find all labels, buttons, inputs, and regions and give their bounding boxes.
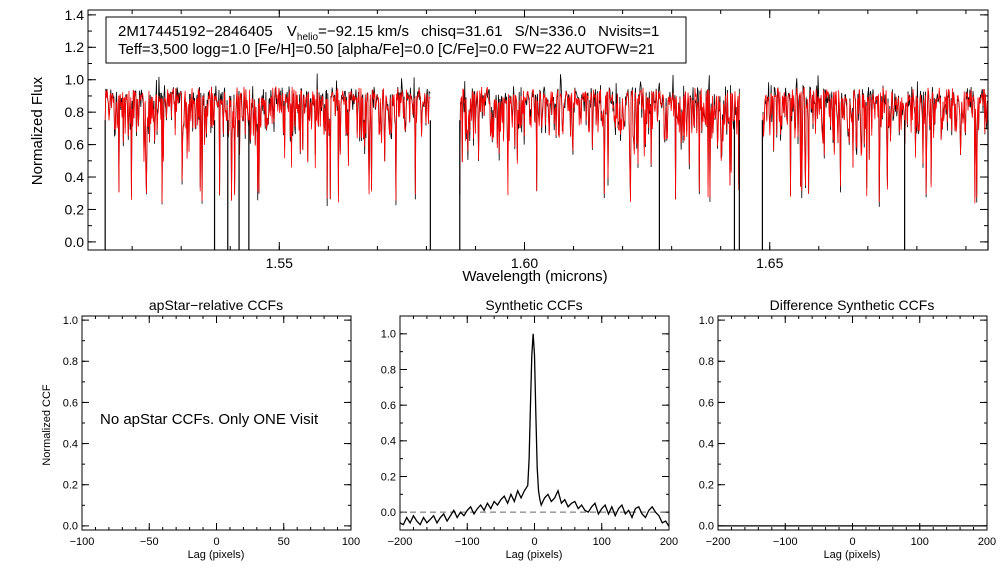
- apstar-ccf-message: No apStar CCFs. Only ONE Visit: [100, 411, 319, 428]
- x-tick-label: 1.60: [511, 255, 538, 271]
- y-tick-label: 0.2: [381, 471, 396, 483]
- y-tick-label: 0.4: [381, 436, 396, 448]
- difference-ccf-panel: Difference Synthetic CCFs Lag (pixels) −…: [699, 297, 996, 561]
- difference-ccf-ticks: −200 −100 0 100 200 0.0 0.2 0.4 0.6 0.8 1.0: [699, 315, 996, 548]
- spectrum-ylabel: Normalized Flux: [29, 76, 46, 185]
- apstar-ccf-frame: [81, 315, 352, 531]
- x-tick-label: 100: [593, 536, 611, 548]
- x-tick-label: 200: [660, 536, 678, 548]
- y-tick-label: 0.0: [65, 234, 85, 250]
- y-tick-label: 0.4: [63, 438, 78, 450]
- synthetic-spectrum-line: [761, 87, 989, 204]
- info-chisq: chisq=31.61: [421, 23, 502, 40]
- y-tick-label: 0.8: [699, 356, 714, 368]
- synthetic-ccf-xlabel: Lag (pixels): [506, 549, 563, 561]
- info-vhelio-sub: helio: [297, 32, 319, 43]
- synthetic-ccf-title: Synthetic CCFs: [485, 297, 582, 313]
- x-tick-label: 0: [849, 536, 855, 548]
- spectrum-plot-frame: [87, 9, 989, 251]
- info-nvisits: Nvisits=1: [598, 23, 659, 40]
- info-line-1: 2M17445192−2846405 Vhelio=−92.15 km/s ch…: [118, 23, 659, 43]
- y-tick-label: 1.0: [65, 72, 85, 88]
- y-tick-label: 0.6: [699, 397, 714, 409]
- spectrum-ticks: 1.55 1.60 1.65 0.0 0.2 0.4 0.6 0.8 1.0 1.2 1.4: [65, 7, 988, 271]
- x-tick-label: 1.65: [756, 255, 783, 271]
- synthetic-ccf-series: [399, 333, 670, 527]
- y-tick-label: 0.8: [65, 104, 85, 120]
- difference-ccf-xlabel: Lag (pixels): [824, 549, 881, 561]
- info-vhelio-value: =−92.15 km/s: [318, 23, 409, 40]
- y-tick-label: 0.2: [63, 480, 78, 492]
- synthetic-spectrum-line: [104, 86, 431, 203]
- apstar-ccf-ticks: −100 −50 0 50 100 0.0 0.2 0.4 0.6 0.8 1.0: [63, 315, 360, 548]
- y-tick-label: 1.4: [65, 7, 85, 23]
- x-tick-label: −100: [773, 536, 798, 548]
- y-tick-label: 0.4: [65, 169, 85, 185]
- x-tick-label: −50: [140, 536, 159, 548]
- info-star-id: 2M17445192−2846405: [118, 23, 273, 40]
- x-tick-label: −200: [388, 536, 413, 548]
- synthetic-ccf-frame: [399, 315, 670, 531]
- y-tick-label: 0.6: [65, 136, 85, 152]
- difference-ccf-frame: [717, 315, 988, 531]
- x-tick-label: 100: [342, 536, 360, 548]
- y-tick-label: 0.6: [63, 397, 78, 409]
- y-tick-label: 1.0: [381, 329, 396, 341]
- x-tick-label: 200: [978, 536, 996, 548]
- x-tick-label: 1.55: [266, 255, 293, 271]
- info-sn: S/N=336.0: [515, 23, 586, 40]
- x-tick-label: 50: [278, 536, 290, 548]
- y-tick-label: 1.0: [63, 315, 78, 327]
- info-line-2: Teff=3,500 logg=1.0 [Fe/H]=0.50 [alpha/F…: [118, 41, 655, 58]
- observed-spectrum-line: [459, 74, 740, 202]
- synthetic-spectrum-line: [459, 86, 740, 202]
- synthetic-ccf-panel: Synthetic CCFs Lag (pixels) −200 −100 0 100…: [381, 297, 678, 561]
- apstar-ccf-xlabel: Lag (pixels): [188, 549, 245, 561]
- synthetic-ccf-line: [399, 333, 670, 527]
- x-tick-label: 100: [911, 536, 929, 548]
- x-tick-label: 0: [213, 536, 219, 548]
- y-tick-label: 0.0: [699, 521, 714, 533]
- spectrum-info-box: 2M17445192−2846405 Vhelio=−92.15 km/s ch…: [105, 16, 687, 64]
- info-vhelio-label: V: [287, 23, 297, 40]
- y-tick-label: 0.0: [381, 507, 396, 519]
- x-tick-label: 0: [531, 536, 537, 548]
- spectrum-xlabel: Wavelength (microns): [462, 268, 607, 285]
- apstar-ccf-title: apStar−relative CCFs: [149, 297, 283, 313]
- y-tick-label: 1.0: [699, 315, 714, 327]
- x-tick-label: −100: [455, 536, 480, 548]
- y-tick-label: 0.2: [65, 201, 85, 217]
- info-box-frame: [105, 16, 687, 64]
- x-tick-label: −100: [70, 536, 95, 548]
- y-tick-label: 0.8: [381, 364, 396, 376]
- spectrum-series: [104, 73, 989, 250]
- y-tick-label: 0.2: [699, 480, 714, 492]
- y-tick-label: 0.8: [63, 356, 78, 368]
- spectrum-panel: Normalized Flux Wavelength (microns) 1.5…: [29, 7, 989, 285]
- x-tick-label: −200: [706, 536, 731, 548]
- y-tick-label: 1.2: [65, 39, 85, 55]
- apstar-ccf-panel: apStar−relative CCFs Normalized CCF Lag …: [41, 297, 360, 561]
- apstar-ccf-ylabel: Normalized CCF: [41, 384, 53, 466]
- y-tick-label: 0.4: [699, 438, 714, 450]
- y-tick-label: 0.0: [63, 521, 78, 533]
- y-tick-label: 0.6: [381, 400, 396, 412]
- difference-ccf-title: Difference Synthetic CCFs: [770, 297, 935, 313]
